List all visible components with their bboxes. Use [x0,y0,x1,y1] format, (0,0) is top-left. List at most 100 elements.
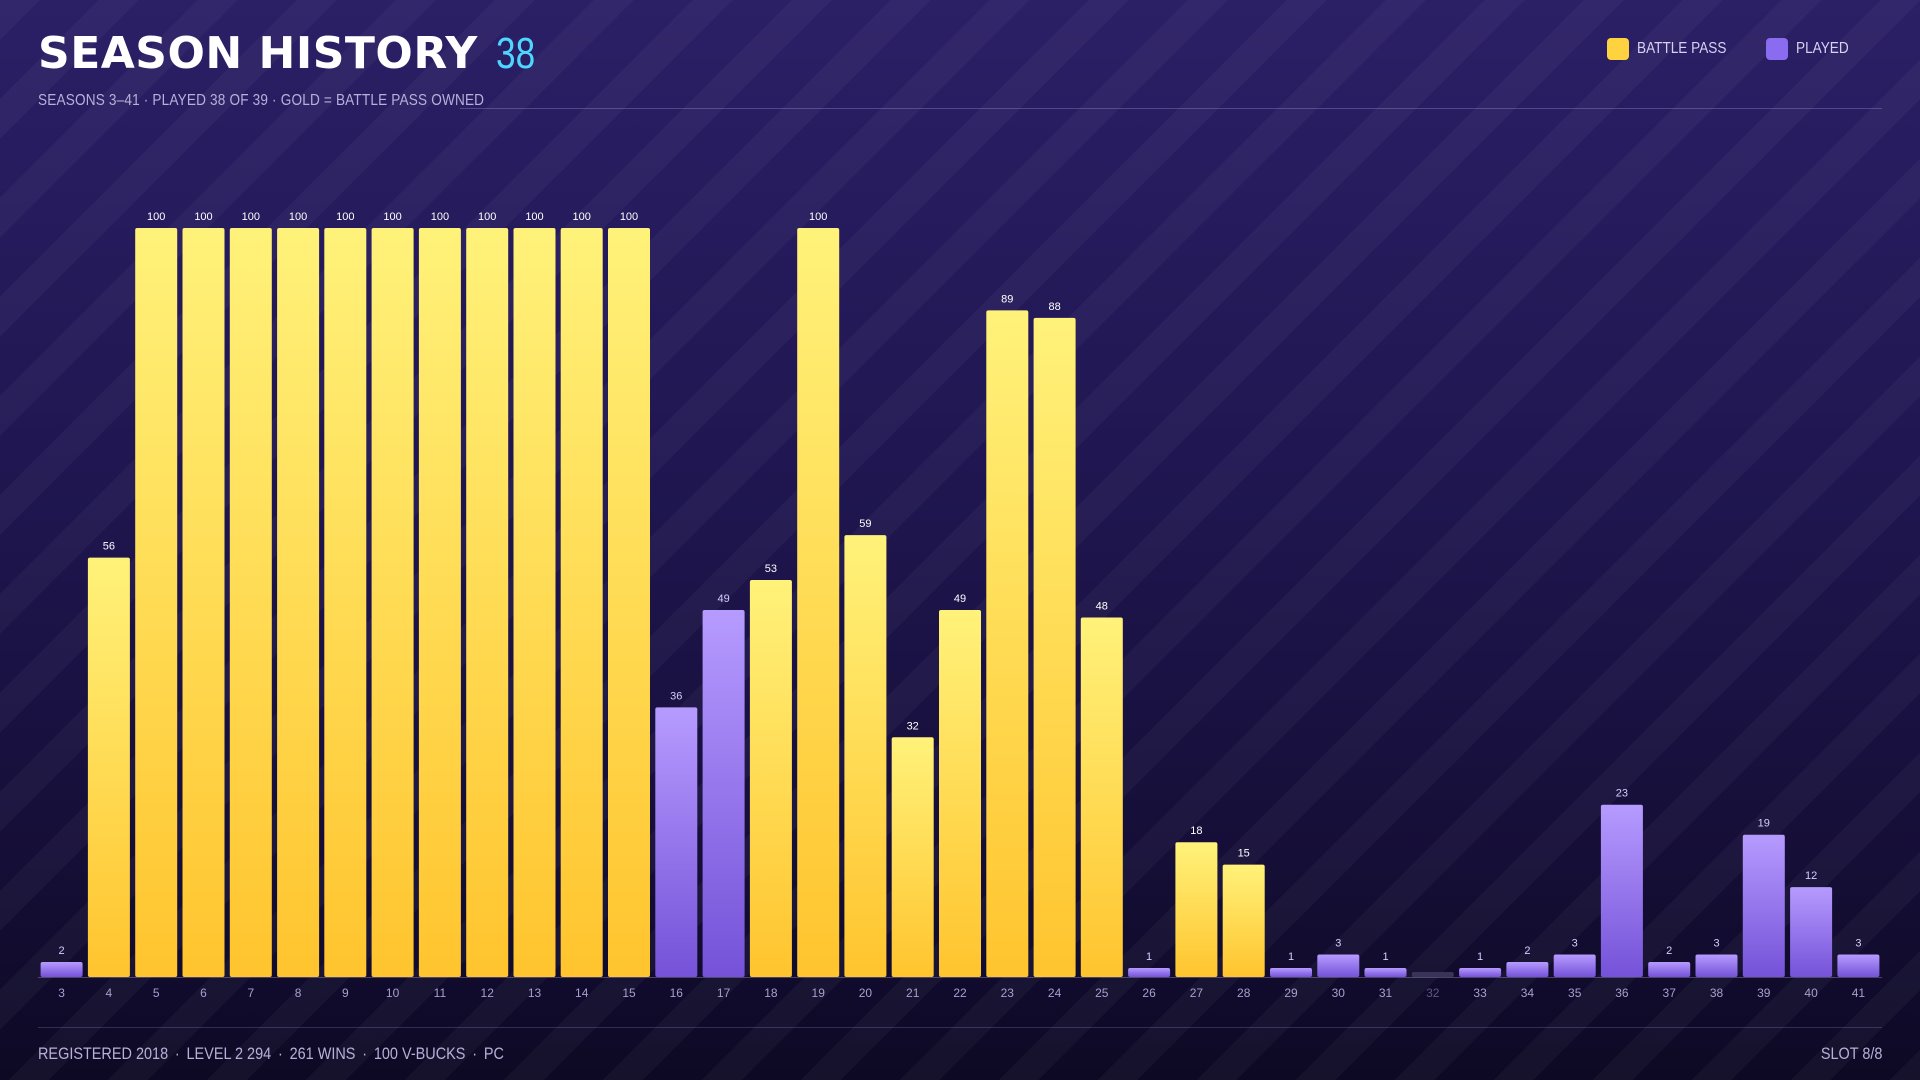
bar-season-9 [324,228,367,977]
value-label-season-10: 100 [383,211,401,223]
bar-season-21 [891,737,934,977]
footer-vbucks: 100 V-BUCKS [373,1044,466,1063]
value-label-season-11: 100 [431,211,449,223]
bar-season-23 [986,310,1029,977]
bar-season-33 [1459,968,1502,977]
value-label-season-34: 2 [1524,945,1530,957]
value-label-season-37: 2 [1666,945,1672,957]
bar-season-41 [1837,954,1880,977]
bar-season-31 [1364,968,1407,977]
bar-season-22 [939,610,981,977]
page-subtitle: SEASONS 3–41 · PLAYED 38 OF 39 · GOLD = … [38,92,485,109]
bar-season-37 [1648,962,1691,977]
x-tick-season-32: 32 [1426,986,1440,1000]
bar-season-29 [1270,968,1312,977]
legend-label-battle-pass: BATTLE PASS [1636,40,1727,57]
x-tick-season-26: 26 [1142,986,1156,1000]
bar-season-38 [1695,954,1738,977]
x-tick-season-25: 25 [1095,986,1109,1000]
value-label-season-14: 100 [573,211,591,223]
x-tick-season-41: 41 [1852,986,1866,1000]
value-label-season-22: 49 [954,593,966,605]
bar-season-35 [1553,954,1596,977]
value-label-season-16: 36 [670,690,682,702]
value-label-season-19: 100 [809,211,827,223]
value-label-season-13: 100 [525,211,543,223]
value-label-season-20: 59 [859,518,871,530]
x-tick-season-28: 28 [1237,986,1251,1000]
x-tick-season-23: 23 [1001,986,1015,1000]
x-tick-season-30: 30 [1332,986,1346,1000]
value-label-season-35: 3 [1572,938,1578,950]
bar-season-6 [182,228,225,977]
x-tick-season-22: 22 [953,986,967,1000]
bar-season-13 [513,228,556,977]
value-label-season-5: 100 [147,211,165,223]
x-tick-season-16: 16 [670,986,684,1000]
bar-season-28 [1222,864,1265,977]
x-tick-season-9: 9 [342,986,349,1000]
bar-season-36 [1600,804,1643,977]
value-label-season-18: 53 [765,563,777,575]
legend-item-battle-pass: BATTLE PASS [1606,38,1742,60]
bar-season-25 [1080,617,1123,977]
value-label-season-29: 1 [1288,951,1294,963]
value-label-season-33: 1 [1477,951,1483,963]
value-label-season-3: 2 [59,945,65,957]
value-label-season-25: 48 [1096,601,1108,613]
x-tick-season-34: 34 [1521,986,1535,1000]
x-tick-season-14: 14 [575,986,589,1000]
x-tick-season-19: 19 [812,986,826,1000]
x-tick-season-13: 13 [528,986,542,1000]
bar-season-3 [40,962,83,977]
bar-season-32 [1411,972,1454,977]
footer-registered: REGISTERED 2018 [38,1044,169,1063]
x-tick-season-31: 31 [1379,986,1393,1000]
chart-legend: BATTLE PASS PLAYED [1606,38,1858,60]
bar-season-34 [1506,962,1549,977]
x-tick-season-29: 29 [1284,986,1298,1000]
value-label-season-15: 100 [620,211,638,223]
bar-season-4 [87,557,130,977]
value-label-season-31: 1 [1382,951,1388,963]
bar-season-14 [560,228,603,977]
x-tick-season-6: 6 [200,986,207,1000]
bar-season-17 [702,610,745,977]
header-divider [460,108,1882,109]
x-tick-season-10: 10 [386,986,400,1000]
x-tick-season-36: 36 [1615,986,1629,1000]
footer-stats: REGISTERED 2018 · LEVEL 2 294 · 261 WINS · 100… [38,1044,504,1064]
bar-season-15 [608,228,650,977]
x-tick-season-17: 17 [717,986,731,1000]
x-tick-season-18: 18 [764,986,778,1000]
bar-season-16 [655,707,698,977]
value-label-season-23: 89 [1001,293,1013,305]
value-label-season-27: 18 [1190,825,1202,837]
value-label-season-26: 1 [1146,951,1152,963]
footer-wins: 261 WINS [289,1044,356,1063]
footer-separator: · [174,1044,180,1063]
x-tick-season-24: 24 [1048,986,1062,1000]
x-tick-season-38: 38 [1710,986,1724,1000]
bar-season-26 [1128,968,1171,977]
x-tick-season-39: 39 [1757,986,1771,1000]
bars-group [40,228,1880,977]
value-label-season-36: 23 [1616,788,1628,800]
bar-season-7 [229,228,272,977]
x-tick-season-27: 27 [1190,986,1204,1000]
value-label-season-30: 3 [1335,938,1341,950]
bar-season-24 [1033,317,1076,977]
footer-separator: · [362,1044,368,1063]
footer-platform: PC [483,1044,504,1063]
value-label-season-41: 3 [1855,938,1861,950]
x-tick-season-7: 7 [247,986,254,1000]
season-count: 38 [495,29,535,78]
value-label-season-40: 12 [1805,870,1817,882]
x-tick-season-15: 15 [622,986,636,1000]
footer-divider [38,1027,1882,1028]
bar-season-39 [1742,834,1785,977]
x-tick-season-37: 37 [1663,986,1677,1000]
value-label-season-9: 100 [336,211,354,223]
bar-season-5 [135,228,178,977]
